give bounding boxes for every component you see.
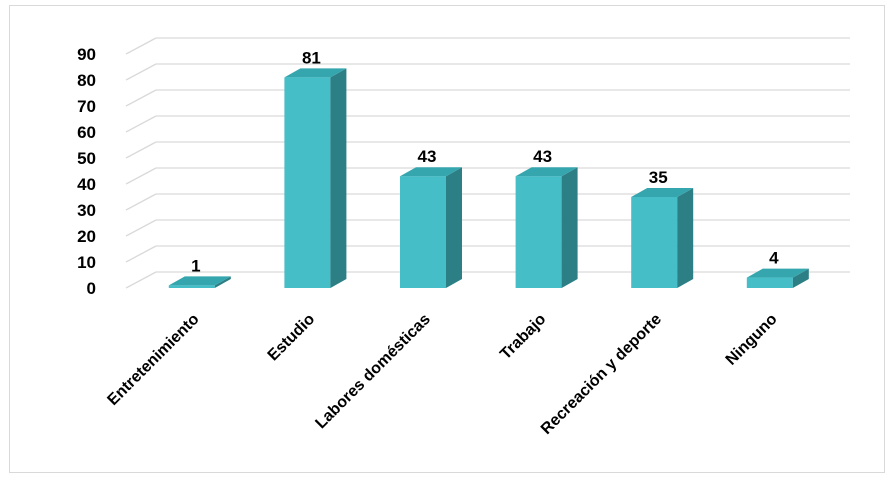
bar bbox=[631, 188, 694, 288]
category-label: Entretenimiento bbox=[104, 311, 202, 409]
gridline-diagonal bbox=[125, 193, 157, 211]
y-tick-label: 30 bbox=[77, 201, 96, 220]
gridline-diagonal bbox=[125, 37, 157, 55]
y-tick-label: 60 bbox=[77, 123, 96, 142]
gridline-diagonal bbox=[125, 63, 157, 81]
bars bbox=[168, 68, 809, 289]
category-label: Trabajo bbox=[497, 311, 549, 363]
bar-front bbox=[515, 176, 562, 288]
gridlines bbox=[125, 37, 850, 289]
y-tick-label: 90 bbox=[77, 45, 96, 64]
bar-front bbox=[631, 197, 678, 288]
bar bbox=[746, 268, 809, 288]
data-label: 35 bbox=[649, 168, 668, 187]
y-tick-label: 70 bbox=[77, 97, 96, 116]
y-tick-label: 10 bbox=[77, 253, 96, 272]
data-label: 81 bbox=[302, 48, 321, 67]
bar-side bbox=[792, 268, 809, 288]
bar-front bbox=[400, 176, 446, 288]
bar bbox=[515, 167, 578, 288]
bar bbox=[284, 68, 347, 289]
y-tick-label: 80 bbox=[77, 71, 96, 90]
category-label: Labores domésticas bbox=[312, 311, 434, 433]
category-label: Recreación y deporte bbox=[538, 311, 665, 438]
y-tick-label: 40 bbox=[77, 175, 96, 194]
y-tick-label: 50 bbox=[77, 149, 96, 168]
bar-front bbox=[168, 285, 215, 288]
category-label: Estudio bbox=[265, 311, 319, 365]
y-axis-ticks: 0 10 20 30 40 50 60 70 80 90 bbox=[77, 45, 96, 298]
data-label: 43 bbox=[533, 147, 552, 166]
bar-side bbox=[561, 167, 578, 288]
bar-top bbox=[168, 276, 231, 286]
gridline-diagonal bbox=[125, 167, 157, 185]
bar-side bbox=[677, 188, 694, 288]
gridline-diagonal bbox=[125, 271, 157, 289]
data-labels: 1 81 43 43 35 4 bbox=[191, 48, 779, 275]
data-label: 1 bbox=[191, 256, 200, 275]
gridline-diagonal bbox=[125, 115, 157, 133]
bar-front bbox=[746, 277, 793, 288]
bar bbox=[400, 167, 462, 288]
bar bbox=[168, 276, 231, 288]
bar-top bbox=[400, 167, 462, 177]
data-label: 4 bbox=[769, 249, 779, 268]
y-tick-label: 0 bbox=[87, 279, 96, 298]
gridline-diagonal bbox=[125, 219, 157, 237]
y-tick-label: 20 bbox=[77, 227, 96, 246]
gridline-diagonal bbox=[125, 245, 157, 263]
bar-front bbox=[284, 77, 331, 289]
gridline-diagonal bbox=[125, 141, 157, 159]
bar-top bbox=[515, 167, 578, 177]
bar-side bbox=[446, 167, 462, 288]
gridline-diagonal bbox=[125, 89, 157, 107]
bar-top bbox=[284, 68, 347, 78]
bar-top bbox=[746, 268, 809, 278]
data-label: 43 bbox=[418, 147, 437, 166]
bar-side bbox=[214, 276, 231, 288]
bar-side bbox=[330, 68, 347, 289]
category-label: Ninguno bbox=[723, 311, 781, 369]
bar-top bbox=[631, 188, 694, 197]
